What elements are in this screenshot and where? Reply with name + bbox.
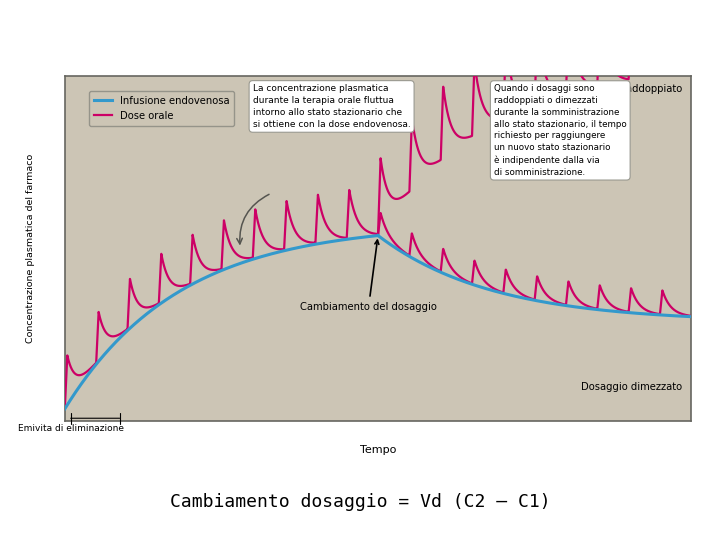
Text: Concentrazione plasmatica del farmaco: Concentrazione plasmatica del farmaco xyxy=(26,154,35,343)
Text: Tempo: Tempo xyxy=(360,446,396,455)
Text: Quando i dosaggi sono
raddoppiati o dimezzati
durante la somministrazione
allo s: Quando i dosaggi sono raddoppiati o dime… xyxy=(494,84,626,177)
Text: Dosaggio dimezzato: Dosaggio dimezzato xyxy=(580,382,682,392)
Legend: Infusione endovenosa, Dose orale: Infusione endovenosa, Dose orale xyxy=(89,91,234,126)
Text: Cambiamento dosaggio = Vd (C2 – C1): Cambiamento dosaggio = Vd (C2 – C1) xyxy=(170,493,550,511)
Text: Cambiamento del dosaggio: Cambiamento del dosaggio xyxy=(300,240,437,312)
Text: La concentrazione plasmatica
durante la terapia orale fluttua
intorno allo stato: La concentrazione plasmatica durante la … xyxy=(253,84,410,129)
Text: Dosaggio raddoppiato: Dosaggio raddoppiato xyxy=(572,84,682,94)
Text: Emivita di eliminazione: Emivita di eliminazione xyxy=(19,424,125,433)
